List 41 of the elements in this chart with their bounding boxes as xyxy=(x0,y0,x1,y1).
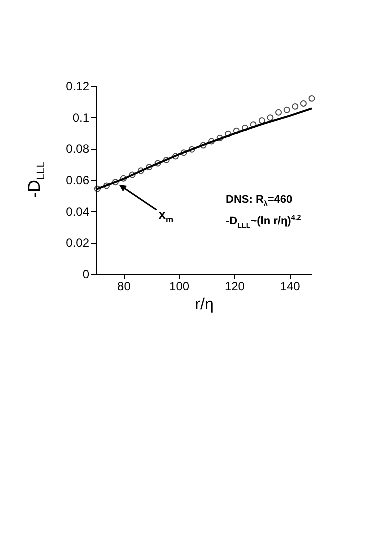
point xyxy=(120,175,127,182)
x-tick-label: 140 xyxy=(280,280,301,294)
point xyxy=(292,103,299,110)
point xyxy=(104,182,110,190)
point xyxy=(225,130,232,138)
point xyxy=(208,138,215,145)
point xyxy=(112,179,119,186)
point xyxy=(276,109,282,116)
point xyxy=(242,124,248,132)
point xyxy=(258,118,266,124)
point xyxy=(172,153,179,160)
annotation: x$_{m}$ xyxy=(158,207,174,225)
x-tick-label: 120 xyxy=(224,280,246,294)
point xyxy=(154,160,162,167)
y-tick-label: 0.06 xyxy=(66,174,90,188)
point xyxy=(250,122,257,128)
point xyxy=(200,142,207,149)
point xyxy=(180,150,188,156)
y-tick-label: 0.1 xyxy=(72,110,90,125)
y-tick-label: 0.08 xyxy=(66,142,90,156)
x-tick-label: 100 xyxy=(170,280,190,294)
x-axis-title: r/η xyxy=(195,296,214,314)
point xyxy=(216,134,224,142)
annotation: -D$_{LLL}$~(ln r/η)$^{4.2}$ xyxy=(226,214,302,230)
y-tick-label: 0.12 xyxy=(66,80,90,94)
y-tick-label: 0.02 xyxy=(66,236,90,250)
y-tick-label: 0 xyxy=(82,268,90,282)
point xyxy=(129,172,136,178)
point xyxy=(300,100,307,107)
point xyxy=(308,95,316,102)
point xyxy=(138,168,144,174)
y-tick-label: 0.04 xyxy=(66,204,90,219)
point xyxy=(233,128,240,134)
x-tick-label: 80 xyxy=(118,280,132,294)
point xyxy=(188,146,196,153)
point xyxy=(163,157,170,164)
annotation: DNS: R$_{λ}$=460 xyxy=(226,194,293,208)
point xyxy=(94,186,101,192)
point xyxy=(284,106,290,114)
point xyxy=(267,114,274,122)
point xyxy=(146,164,153,171)
